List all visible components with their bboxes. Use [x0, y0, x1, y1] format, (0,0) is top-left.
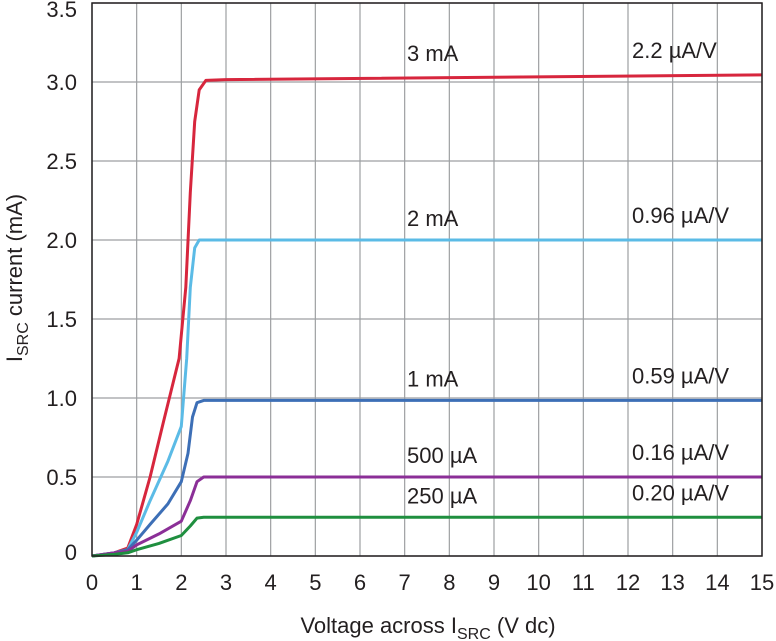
series-labels: 3 mA 2.2 µA/V 2 mA 0.96 µA/V 1 mA 0.59 µA/V 50…: [407, 38, 729, 508]
x-tick-label: 14: [705, 570, 729, 595]
series-name-label: 1 mA: [407, 366, 459, 391]
y-tick-label: 2.5: [46, 149, 77, 174]
plot-frame: [91, 2, 763, 557]
series-line: [91, 515, 762, 558]
x-axis-title-main: Voltage across I: [300, 613, 457, 638]
x-tick-label: 3: [220, 570, 232, 595]
series-slope-label: 0.16 µA/V: [632, 440, 729, 465]
x-tick-label: 2: [175, 570, 187, 595]
x-tick-label: 15: [750, 570, 774, 595]
x-tick-label: 11: [572, 570, 595, 595]
series-name-label: 2 mA: [407, 206, 459, 231]
x-axis-title-subscript: SRC: [457, 626, 491, 641]
x-tick-label: 4: [265, 570, 277, 595]
x-tick-label: 0: [86, 570, 98, 595]
series-slope-label: 0.20 µA/V: [632, 480, 729, 505]
x-tick-label: 6: [354, 570, 366, 595]
x-tick-label: 7: [399, 570, 411, 595]
series-slope-label: 2.2 µA/V: [632, 38, 717, 63]
y-tick-label: 1.5: [46, 307, 77, 332]
y-axis-title-subscript: SRC: [15, 322, 32, 356]
x-axis-tick-labels: 0 1 2 3 4 5 6 7 8 9 10 11 12 13 14 15: [86, 570, 774, 595]
x-tick-label: 12: [616, 570, 640, 595]
series-lines: [91, 73, 763, 558]
y-tick-label: 0: [65, 540, 77, 565]
series-slope-label: 0.59 µA/V: [632, 363, 729, 388]
y-tick-label: 3.5: [46, 0, 77, 22]
y-tick-label: 2.0: [46, 228, 77, 253]
x-tick-label: 13: [660, 570, 684, 595]
y-tick-label: 3.0: [46, 70, 77, 95]
y-axis-title: ISRC current (mA): [2, 194, 32, 362]
x-tick-label: 5: [309, 570, 321, 595]
series-name-label: 500 µA: [407, 443, 477, 468]
x-tick-label: 9: [488, 570, 500, 595]
y-axis-title-suffix: current (mA): [2, 194, 27, 322]
y-axis-tick-labels: 0 0.5 1.0 1.5 2.0 2.5 3.0 3.5: [46, 0, 77, 565]
x-axis-title: Voltage across ISRC (V dc): [300, 613, 555, 641]
series-name-label: 3 mA: [407, 41, 459, 66]
series-line: [91, 475, 762, 558]
y-axis-title-main: I: [2, 356, 27, 362]
series-name-label: 250 µA: [407, 483, 477, 508]
x-axis-title-suffix: (V dc): [491, 613, 556, 638]
x-tick-label: 1: [131, 570, 143, 595]
x-tick-label: 8: [443, 570, 455, 595]
x-tick-label: 10: [526, 570, 550, 595]
series-slope-label: 0.96 µA/V: [632, 203, 729, 228]
y-tick-label: 1.0: [46, 386, 77, 411]
y-tick-label: 0.5: [46, 465, 77, 490]
